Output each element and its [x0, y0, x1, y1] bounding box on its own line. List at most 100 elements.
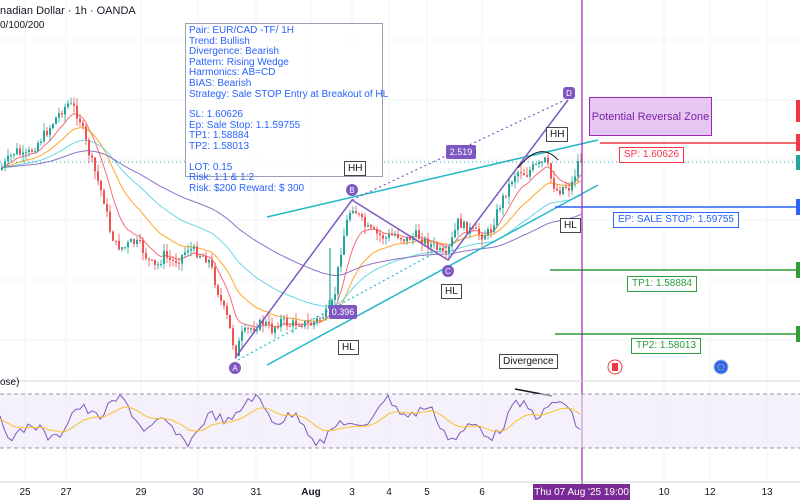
candle-body — [256, 329, 258, 331]
cursor-date-label: Thu 07 Aug '25 19:00 — [533, 484, 630, 500]
candle-body — [37, 142, 39, 152]
candle-body — [361, 214, 363, 218]
candle-body — [223, 300, 225, 306]
candle-body — [298, 325, 300, 327]
candle-body — [136, 239, 138, 244]
candle-body — [370, 225, 372, 228]
candle-body — [145, 253, 147, 259]
hl-label-2: HL — [441, 284, 462, 299]
candle-body — [28, 149, 30, 153]
candle-body — [316, 318, 318, 322]
canada-flag-icon[interactable] — [607, 359, 623, 375]
candle-body — [541, 161, 543, 163]
ema-settings: 0/100/200 — [0, 20, 45, 31]
candle-body — [79, 118, 81, 123]
candle-body — [10, 155, 12, 157]
info-line: Divergence: Bearish — [189, 46, 280, 58]
info-line: Risk: 1:1 & 1:2 — [189, 172, 255, 184]
tp2-axis-marker — [796, 326, 800, 342]
candle-body — [511, 181, 513, 184]
candle-body — [307, 320, 309, 323]
top-right-marker — [796, 100, 800, 122]
candle-body — [385, 237, 387, 239]
info-line: SL: 1.60626 — [189, 109, 243, 121]
candle-body — [103, 190, 105, 204]
price-axis-marker — [796, 155, 800, 170]
candle-body — [70, 103, 72, 105]
candle-body — [127, 242, 129, 248]
candle-body — [289, 325, 291, 327]
wedge-dotted-upper[interactable] — [351, 99, 566, 201]
time-tick: 30 — [192, 487, 204, 498]
candle-body — [106, 203, 108, 212]
candle-body — [535, 163, 537, 165]
ratio-box-1 — [329, 305, 357, 319]
candle-body — [523, 173, 525, 176]
candle-body — [154, 259, 156, 266]
candle-body — [7, 155, 9, 162]
candle-body — [4, 161, 6, 168]
candle-body — [568, 188, 570, 191]
candle-body — [151, 259, 153, 261]
candle-body — [367, 225, 369, 227]
time-tick: 5 — [424, 487, 430, 498]
time-tick: 27 — [60, 487, 72, 498]
hh-label-2: HH — [546, 127, 569, 142]
candle-body — [1, 167, 3, 170]
candle-body — [229, 315, 231, 329]
hl-label-1: HL — [338, 340, 359, 355]
candle-body — [499, 207, 501, 210]
candle-body — [217, 285, 219, 295]
candle-body — [553, 178, 555, 189]
candle-body — [94, 157, 96, 172]
candle-body — [220, 294, 222, 301]
candle-body — [556, 188, 558, 191]
candle-body — [58, 113, 60, 118]
candle-body — [559, 190, 561, 195]
info-line: Trend: Bullish — [189, 35, 250, 47]
candle-body — [91, 155, 93, 158]
wedge-upper-line[interactable] — [266, 139, 599, 218]
candle-body — [571, 181, 573, 191]
eu-flag-icon[interactable] — [713, 359, 729, 375]
point-c-label: C — [445, 267, 451, 276]
candle-body — [490, 229, 492, 232]
point-d-marker — [563, 87, 575, 99]
candle-body — [448, 246, 450, 254]
candle-body — [430, 244, 432, 248]
candle-body — [112, 231, 114, 241]
abcd-pattern[interactable] — [234, 99, 569, 359]
candle-body — [424, 238, 426, 244]
candle-body — [268, 321, 270, 324]
candle-body — [175, 260, 177, 263]
tp1-level-label: TP1: 1.58884 — [627, 276, 698, 292]
candle-body — [415, 230, 417, 237]
candle-body — [319, 318, 321, 320]
potential-reversal-zone[interactable]: Potential Reversal Zone — [589, 97, 712, 136]
candle-body — [481, 234, 483, 240]
info-line: Harmonics: AB=CD — [189, 67, 276, 79]
ratio-value-2: 2.519 — [450, 147, 473, 157]
candle-body — [25, 152, 27, 154]
candle-body — [52, 124, 54, 129]
candle-body — [457, 218, 459, 230]
point-b-label: B — [349, 186, 354, 195]
candle-body — [349, 212, 351, 220]
candle-body — [13, 154, 15, 156]
candle-body — [397, 234, 399, 239]
candle-body — [475, 227, 477, 229]
candle-body — [505, 195, 507, 197]
candle-body — [280, 318, 282, 328]
candle-body — [451, 237, 453, 247]
candle-body — [157, 264, 159, 266]
candle-body — [328, 305, 330, 309]
candle-body — [247, 327, 249, 329]
candle-body — [295, 320, 297, 326]
candle-body — [61, 113, 63, 115]
candle-body — [331, 299, 333, 306]
candle-body — [394, 234, 396, 236]
trade-info-box[interactable]: Pair: EUR/CAD -TF/ 1H Trend: Bullish Diver… — [185, 23, 388, 193]
candle-body — [493, 225, 495, 232]
wedge-lower-line[interactable] — [266, 184, 599, 366]
